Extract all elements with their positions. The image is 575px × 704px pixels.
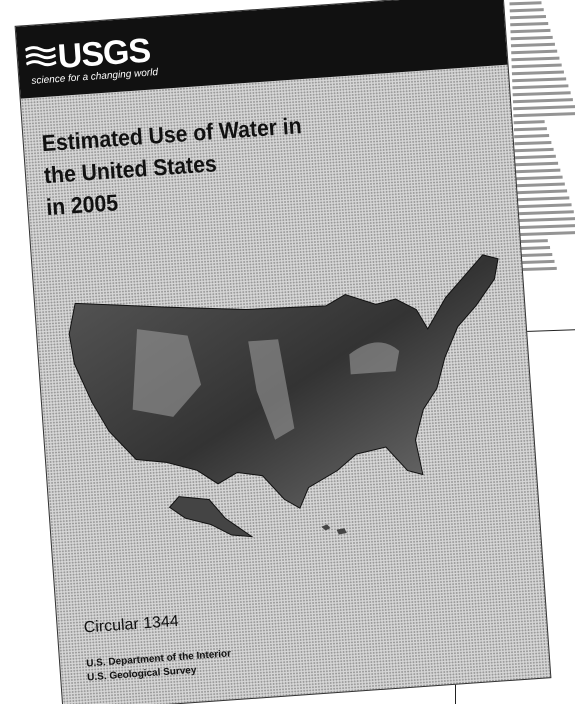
- text-line: [511, 50, 557, 55]
- report-cover: USGS science for a changing world Estima…: [15, 0, 552, 704]
- text-line: [518, 246, 550, 250]
- text-line: [519, 267, 557, 271]
- text-line: [511, 57, 559, 62]
- text-line: [516, 176, 563, 181]
- alaska: [169, 492, 252, 542]
- us-map-collage: [42, 233, 532, 565]
- page: USGS science for a changing world Estima…: [0, 0, 575, 704]
- text-line: [512, 77, 566, 82]
- text-line: [514, 120, 545, 124]
- text-line: [512, 64, 562, 69]
- text-line: [514, 134, 549, 138]
- text-line: [512, 70, 564, 75]
- text-line: [513, 112, 575, 117]
- text-line: [517, 210, 574, 215]
- contiguous-us: [66, 254, 515, 524]
- text-line: [517, 203, 572, 208]
- text-line: [511, 43, 555, 48]
- text-line: [518, 253, 552, 257]
- text-line: [511, 36, 553, 40]
- logo-mark: [25, 44, 56, 68]
- text-line: [517, 217, 575, 222]
- text-line: [513, 105, 575, 110]
- hawaii: [321, 523, 347, 536]
- stage: USGS science for a changing world Estima…: [0, 0, 575, 704]
- text-line: [516, 189, 567, 194]
- text-line: [515, 148, 554, 152]
- text-line: [517, 224, 575, 229]
- text-line: [509, 1, 541, 5]
- series-number: Circular 1344: [83, 613, 179, 638]
- text-line: [510, 29, 550, 33]
- text-line: [514, 141, 551, 145]
- text-line: [516, 196, 569, 201]
- text-line: [515, 155, 556, 159]
- text-line: [513, 91, 571, 96]
- text-line: [518, 239, 548, 243]
- text-line: [518, 231, 575, 236]
- text-line: [515, 162, 558, 166]
- text-line: [510, 8, 544, 12]
- text-line: [513, 98, 573, 103]
- text-line: [515, 169, 560, 174]
- text-line: [510, 15, 546, 19]
- text-line: [512, 84, 568, 89]
- text-line: [518, 260, 554, 264]
- text-line: [516, 182, 565, 187]
- header-band: USGS science for a changing world: [16, 0, 508, 99]
- text-line: [510, 22, 548, 26]
- text-line: [514, 127, 547, 131]
